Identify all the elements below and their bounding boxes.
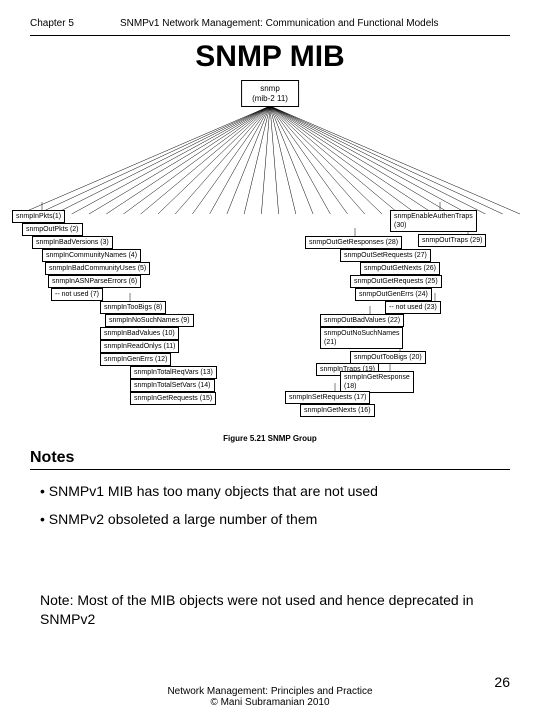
root-node: snmp (mib-2 11) <box>241 80 299 107</box>
mib-node: -- not used (7) <box>51 288 103 301</box>
mib-node: snmpOutGetResponses (28) <box>305 236 402 249</box>
fan-lines <box>0 106 540 226</box>
chapter-label: Chapter 5 <box>30 18 120 29</box>
notes-rule <box>30 469 510 470</box>
mib-node: snmpInBadVersions (3) <box>32 236 113 249</box>
figure-caption: Figure 5.21 SNMP Group <box>0 434 540 443</box>
mib-node: snmpInBadValues (10) <box>100 327 179 340</box>
mib-node: snmpEnableAuthenTraps(30) <box>390 210 477 232</box>
mib-node: snmpInSetRequests (17) <box>285 391 370 404</box>
footer: Network Management: Principles and Pract… <box>0 686 540 708</box>
bullet-item: • SNMPv2 obsoleted a large number of the… <box>40 508 510 530</box>
root-line2: (mib-2 11) <box>252 94 288 104</box>
note-paragraph: Note: Most of the MIB objects were not u… <box>40 591 500 630</box>
mib-node: snmpOutSetRequests (27) <box>340 249 431 262</box>
mib-node: snmpInGetResponse(18) <box>340 371 414 393</box>
mib-node: -- not used (23) <box>385 301 441 314</box>
mib-node: snmpInASNParseErrors (6) <box>48 275 141 288</box>
mib-node: snmpInBadCommunityUses (5) <box>45 262 150 275</box>
mib-node: snmpOutPkts (2) <box>22 223 83 236</box>
mib-node: snmpInCommunityNames (4) <box>42 249 141 262</box>
mib-node: snmpOutNoSuchNames(21) <box>320 327 403 349</box>
mib-node: snmpOutTraps (29) <box>418 234 486 247</box>
chapter-title: SNMPv1 Network Management: Communication… <box>120 18 510 29</box>
mib-node: snmpInPkts(1) <box>12 210 65 223</box>
mib-node: snmpInTotalSetVars (14) <box>130 379 215 392</box>
page-header: Chapter 5 SNMPv1 Network Management: Com… <box>0 0 540 33</box>
mib-node: snmpInTooBigs (8) <box>100 301 166 314</box>
footer-line2: © Mani Subramanian 2010 <box>0 697 540 708</box>
mib-node: snmpInGetRequests (15) <box>130 392 216 405</box>
bullet-list: • SNMPv1 MIB has too many objects that a… <box>40 480 510 531</box>
header-rule <box>30 35 510 36</box>
mib-node: snmpInReadOnlys (11) <box>100 340 179 353</box>
mib-node: snmpInTotalReqVars (13) <box>130 366 217 379</box>
mib-node: snmpInNoSuchNames (9) <box>105 314 194 327</box>
mib-node: snmpInGenErrs (12) <box>100 353 171 366</box>
mib-node: snmpOutGetNexts (26) <box>360 262 440 275</box>
mib-node: snmpOutGenErrs (24) <box>355 288 432 301</box>
mib-node: snmpOutBadValues (22) <box>320 314 404 327</box>
mib-node: snmpOutGetRequests (25) <box>350 275 442 288</box>
footer-line1: Network Management: Principles and Pract… <box>0 686 540 697</box>
bullet-item: • SNMPv1 MIB has too many objects that a… <box>40 480 510 502</box>
mib-node: snmpInGetNexts (16) <box>300 404 375 417</box>
notes-heading: Notes <box>30 449 540 467</box>
main-title: SNMP MIB <box>0 40 540 74</box>
root-line1: snmp <box>252 84 288 94</box>
snmp-mib-diagram: snmp (mib-2 11) snmpInPkts(1)snmpOutPkts… <box>0 80 540 430</box>
